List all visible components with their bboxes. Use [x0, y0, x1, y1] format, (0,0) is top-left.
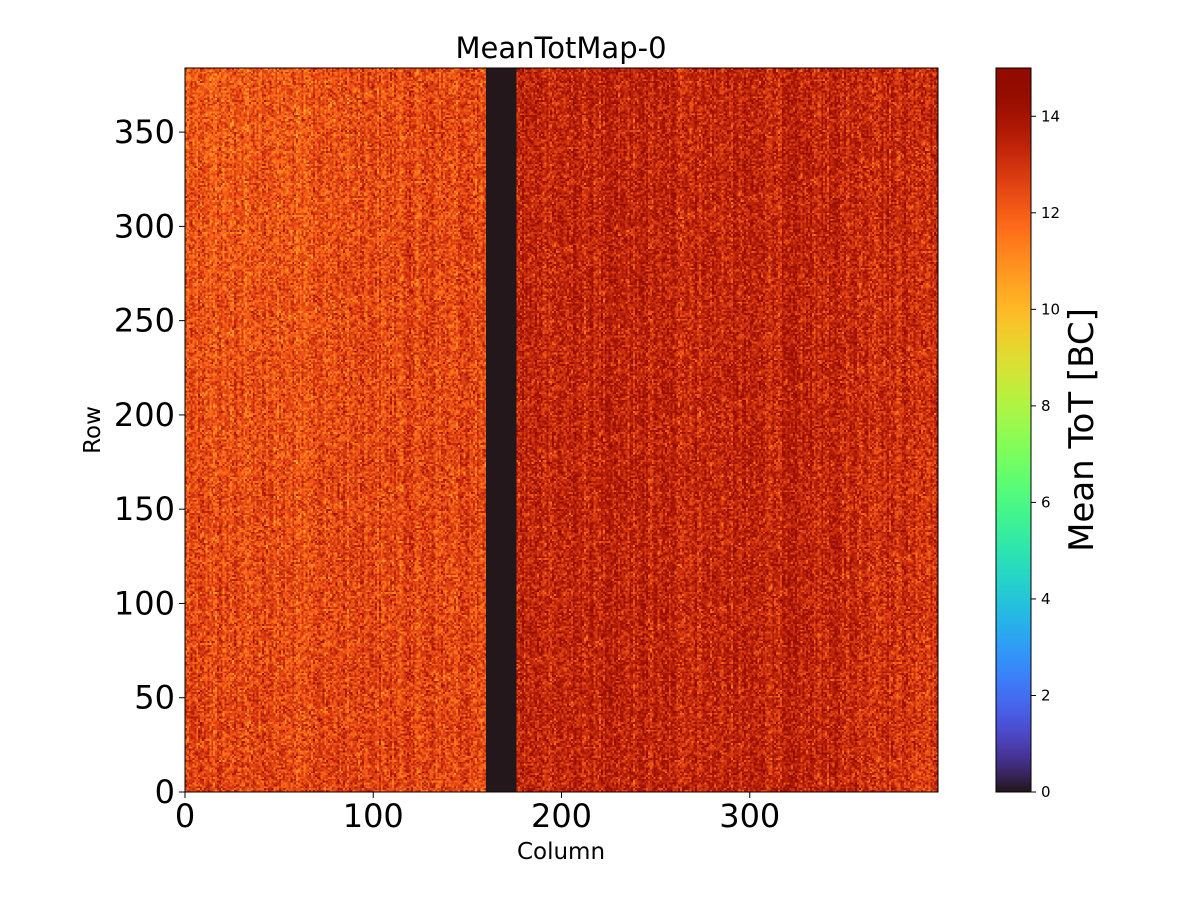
colorbar-gradient [996, 68, 1031, 792]
y-tick-label: 350 [114, 113, 175, 151]
y-tick-label: 50 [134, 679, 175, 717]
y-tick-label: 200 [114, 396, 175, 434]
x-tick-label: 200 [531, 797, 592, 835]
colorbar-tick-label: 12 [1041, 204, 1060, 222]
colorbar-tick-label: 14 [1041, 107, 1060, 125]
colorbar-ticks: 0 2 4 6 8 10 12 14 [1031, 107, 1060, 801]
colorbar-tick-label: 0 [1041, 783, 1051, 801]
colorbar-tick-label: 8 [1041, 397, 1051, 415]
y-axis-label: Row [80, 406, 106, 454]
chart-title: MeanTotMap-0 [455, 31, 666, 65]
x-tick-label: 0 [175, 797, 195, 835]
colorbar-tick-label: 4 [1041, 590, 1051, 608]
x-tick-label: 100 [343, 797, 404, 835]
y-tick-label: 100 [114, 584, 175, 622]
y-axis-ticks: 0 50 100 150 200 250 300 350 [114, 113, 185, 811]
x-axis-label: Column [517, 839, 605, 865]
y-tick-label: 250 [114, 302, 175, 340]
x-axis-ticks: 0 100 200 300 [175, 792, 780, 835]
colorbar-frame [995, 67, 1032, 793]
colorbar-tick-label: 2 [1041, 686, 1051, 704]
y-tick-label: 0 [155, 773, 175, 811]
colorbar-tick-label: 6 [1041, 493, 1051, 511]
y-tick-label: 300 [114, 207, 175, 245]
y-tick-label: 150 [114, 490, 175, 528]
plot-frame [184, 67, 939, 793]
colorbar-label: Mean ToT [BC] [1062, 308, 1102, 552]
heatmap-image [185, 68, 938, 792]
colorbar-tick-label: 10 [1041, 300, 1060, 318]
x-tick-label: 300 [719, 797, 780, 835]
